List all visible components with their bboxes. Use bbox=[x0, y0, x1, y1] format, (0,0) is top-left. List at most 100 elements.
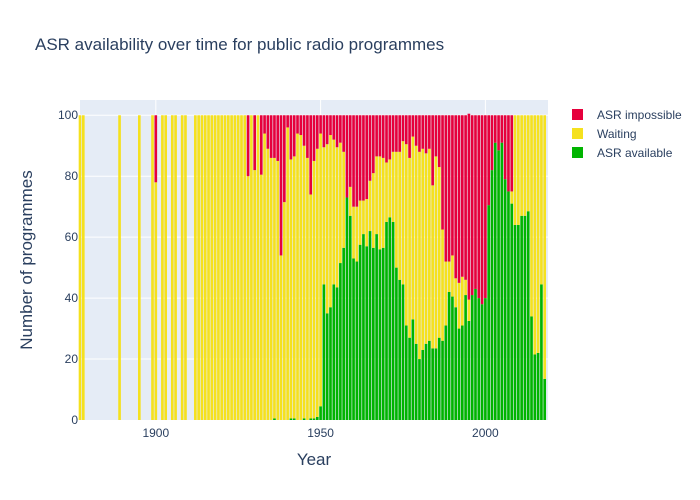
bar-asr-available[interactable] bbox=[355, 261, 359, 420]
bar-waiting[interactable] bbox=[213, 115, 217, 421]
bar-asr-impossible[interactable] bbox=[306, 115, 309, 158]
bar-waiting[interactable] bbox=[467, 299, 471, 321]
bar-asr-impossible[interactable] bbox=[266, 115, 270, 149]
bar-waiting[interactable] bbox=[457, 282, 461, 329]
bar-asr-impossible[interactable] bbox=[480, 115, 484, 305]
bar-asr-impossible[interactable] bbox=[507, 115, 510, 192]
bar-asr-available[interactable] bbox=[273, 418, 276, 420]
bar-asr-impossible[interactable] bbox=[424, 115, 428, 154]
bar-asr-impossible[interactable] bbox=[325, 115, 329, 145]
bar-waiting[interactable] bbox=[266, 148, 270, 420]
bar-asr-available[interactable] bbox=[454, 307, 458, 420]
bar-asr-available[interactable] bbox=[487, 205, 490, 420]
bar-asr-available[interactable] bbox=[447, 292, 451, 420]
bar-asr-available[interactable] bbox=[381, 247, 385, 420]
bar-asr-available[interactable] bbox=[540, 284, 543, 420]
bar-asr-available[interactable] bbox=[480, 304, 484, 420]
bar-asr-available[interactable] bbox=[408, 337, 411, 420]
bar-asr-impossible[interactable] bbox=[493, 115, 497, 143]
bar-asr-available[interactable] bbox=[358, 244, 362, 420]
bar-waiting[interactable] bbox=[339, 142, 342, 264]
bar-asr-impossible[interactable] bbox=[470, 115, 474, 296]
bar-waiting[interactable] bbox=[138, 115, 141, 421]
bar-asr-available[interactable] bbox=[352, 258, 355, 420]
bar-waiting[interactable] bbox=[292, 156, 296, 419]
bar-waiting[interactable] bbox=[207, 115, 210, 421]
bar-asr-available[interactable] bbox=[329, 307, 332, 420]
bar-waiting[interactable] bbox=[223, 115, 227, 421]
legend-item-waiting[interactable]: Waiting bbox=[572, 127, 637, 141]
bar-waiting[interactable] bbox=[375, 156, 378, 235]
bar-waiting[interactable] bbox=[276, 160, 280, 420]
bar-waiting[interactable] bbox=[342, 151, 345, 248]
bar-asr-impossible[interactable] bbox=[283, 115, 286, 203]
bar-asr-impossible[interactable] bbox=[279, 115, 283, 256]
bar-waiting[interactable] bbox=[368, 180, 372, 232]
bar-asr-available[interactable] bbox=[375, 234, 378, 420]
bar-waiting[interactable] bbox=[447, 261, 451, 292]
bar-waiting[interactable] bbox=[391, 151, 395, 222]
bar-asr-impossible[interactable] bbox=[378, 115, 382, 157]
bar-asr-impossible[interactable] bbox=[408, 115, 411, 158]
bar-asr-impossible[interactable] bbox=[276, 115, 280, 161]
bar-asr-impossible[interactable] bbox=[309, 115, 313, 195]
bar-asr-available[interactable] bbox=[490, 170, 494, 420]
bar-asr-available[interactable] bbox=[536, 352, 540, 420]
bar-waiting[interactable] bbox=[259, 174, 263, 420]
bar-waiting[interactable] bbox=[197, 115, 200, 421]
bar-asr-available[interactable] bbox=[497, 150, 500, 421]
bar-waiting[interactable] bbox=[299, 135, 303, 421]
bar-waiting[interactable] bbox=[358, 200, 362, 245]
bar-asr-impossible[interactable] bbox=[372, 115, 375, 174]
bar-asr-available[interactable] bbox=[523, 215, 527, 420]
bar-asr-impossible[interactable] bbox=[332, 115, 336, 140]
bar-waiting[interactable] bbox=[246, 176, 250, 420]
bar-waiting[interactable] bbox=[283, 202, 286, 420]
bar-waiting[interactable] bbox=[220, 115, 224, 421]
bar-asr-impossible[interactable] bbox=[286, 115, 289, 128]
bar-waiting[interactable] bbox=[418, 151, 421, 360]
bar-waiting[interactable] bbox=[315, 148, 319, 417]
bar-asr-impossible[interactable] bbox=[477, 115, 481, 299]
bar-waiting[interactable] bbox=[309, 194, 313, 419]
bar-waiting[interactable] bbox=[289, 159, 293, 419]
bar-asr-available[interactable] bbox=[388, 217, 392, 420]
bar-asr-available[interactable] bbox=[414, 343, 418, 420]
bar-waiting[interactable] bbox=[444, 261, 448, 326]
bar-asr-available[interactable] bbox=[319, 406, 322, 420]
bar-waiting[interactable] bbox=[263, 133, 266, 420]
bar-asr-impossible[interactable] bbox=[246, 115, 250, 177]
bar-waiting[interactable] bbox=[451, 255, 454, 297]
bar-asr-impossible[interactable] bbox=[348, 115, 352, 187]
bar-waiting[interactable] bbox=[404, 144, 408, 326]
bar-asr-impossible[interactable] bbox=[368, 115, 372, 181]
bar-asr-available[interactable] bbox=[302, 418, 306, 420]
bar-asr-available[interactable] bbox=[398, 279, 402, 420]
bar-waiting[interactable] bbox=[210, 115, 214, 421]
bar-asr-impossible[interactable] bbox=[441, 115, 444, 230]
bar-waiting[interactable] bbox=[256, 115, 260, 421]
bar-waiting[interactable] bbox=[510, 191, 514, 204]
bar-waiting[interactable] bbox=[395, 151, 398, 268]
bar-waiting[interactable] bbox=[437, 167, 441, 338]
bar-waiting[interactable] bbox=[302, 145, 306, 419]
bar-asr-impossible[interactable] bbox=[431, 115, 434, 186]
bar-asr-available[interactable] bbox=[378, 249, 382, 420]
bar-waiting[interactable] bbox=[118, 115, 121, 421]
bar-asr-available[interactable] bbox=[513, 224, 517, 420]
bar-asr-available[interactable] bbox=[533, 354, 537, 420]
bar-waiting[interactable] bbox=[434, 156, 438, 349]
bar-asr-impossible[interactable] bbox=[484, 115, 487, 299]
bar-asr-available[interactable] bbox=[322, 284, 326, 420]
bar-asr-available[interactable] bbox=[345, 197, 349, 420]
bar-asr-impossible[interactable] bbox=[428, 115, 431, 149]
bar-waiting[interactable] bbox=[348, 186, 352, 216]
bar-waiting[interactable] bbox=[230, 115, 233, 421]
bar-waiting[interactable] bbox=[362, 200, 365, 235]
bar-waiting[interactable] bbox=[540, 115, 543, 285]
bar-asr-impossible[interactable] bbox=[464, 115, 467, 280]
bar-asr-impossible[interactable] bbox=[269, 115, 273, 158]
bar-asr-available[interactable] bbox=[526, 211, 530, 420]
bar-asr-impossible[interactable] bbox=[315, 115, 319, 149]
bar-waiting[interactable] bbox=[269, 157, 273, 420]
